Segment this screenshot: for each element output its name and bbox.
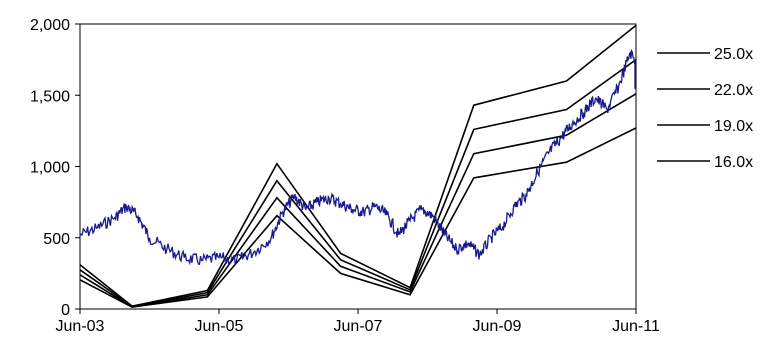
x-tick-label: Jun-09 <box>473 318 522 335</box>
pe-band-line-3 <box>79 127 637 308</box>
y-tick-label: 0 <box>61 302 70 319</box>
legend-label: 16.0x <box>714 154 753 171</box>
pe-band-line-1 <box>79 58 637 308</box>
price-series-line <box>79 48 636 267</box>
x-tick-label: Jun-11 <box>612 318 660 335</box>
y-tick-label: 2,000 <box>30 17 70 34</box>
legend-label: 19.0x <box>714 118 753 135</box>
legend-label: 25.0x <box>714 46 753 63</box>
y-tick-label: 1,500 <box>30 88 70 105</box>
x-tick-label: Jun-05 <box>195 318 244 335</box>
pe-band-line-0 <box>79 24 637 307</box>
legend: 25.0x 22.0x 19.0x 16.0x <box>657 46 753 171</box>
plot-area <box>79 23 637 310</box>
x-tick-label: Jun-03 <box>56 318 105 335</box>
pe-bands <box>79 24 637 308</box>
legend-label: 22.0x <box>714 82 753 99</box>
y-tick-label: 500 <box>43 231 70 248</box>
x-tick-label: Jun-07 <box>334 318 383 335</box>
y-axis: 0 500 1,000 1,500 2,000 <box>30 17 80 319</box>
x-axis: Jun-03 Jun-05 Jun-07 Jun-09 Jun-11 <box>56 309 660 335</box>
y-tick-label: 1,000 <box>30 160 70 177</box>
pe-band-line-2 <box>79 93 637 308</box>
price-series-group <box>79 48 636 267</box>
